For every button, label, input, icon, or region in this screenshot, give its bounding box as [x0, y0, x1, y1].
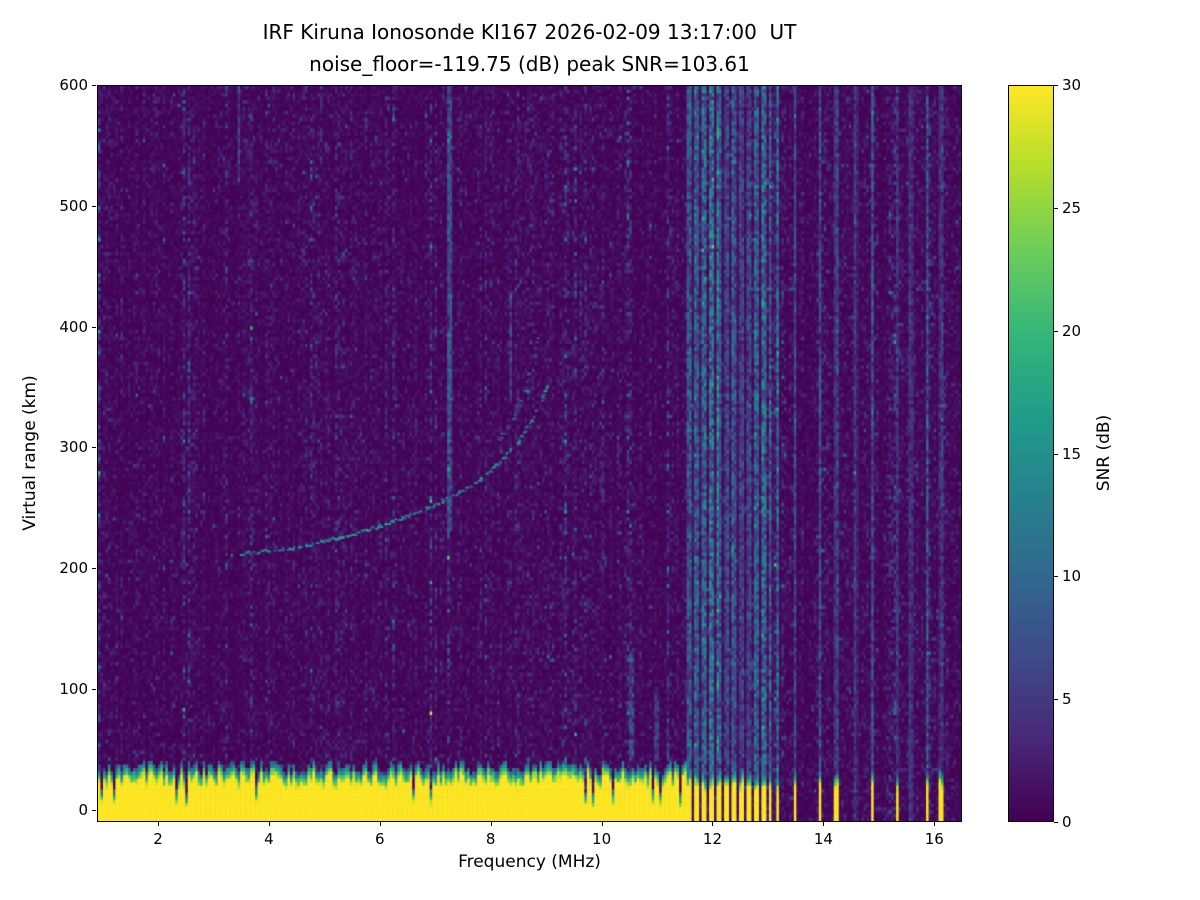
- colorbar-tick-mark: [1054, 576, 1058, 578]
- y-axis-label: Virtual range (km): [20, 375, 40, 531]
- y-tick-mark: [92, 205, 96, 207]
- x-tick-label: 12: [702, 830, 723, 848]
- y-tick-mark: [92, 689, 96, 691]
- colorbar-tick-mark: [1054, 453, 1058, 455]
- colorbar-tick-mark: [1054, 330, 1058, 332]
- y-tick-label: 200: [59, 559, 88, 578]
- colorbar-tick-mark: [1054, 699, 1058, 701]
- chart-title: IRF Kiruna Ionosonde KI167 2026-02-09 13…: [262, 20, 797, 44]
- x-tick-mark: [490, 822, 492, 826]
- y-tick-label: 600: [59, 76, 88, 94]
- x-tick-mark: [712, 822, 714, 826]
- ionogram-heatmap-canvas: [98, 86, 961, 821]
- colorbar-tick-label: 0: [1062, 813, 1072, 831]
- x-axis-label: Frequency (MHz): [458, 852, 601, 872]
- plot-area: [97, 85, 962, 822]
- x-tick-label: 4: [264, 830, 274, 848]
- x-tick-mark: [379, 822, 381, 826]
- colorbar-tick-mark: [1054, 207, 1058, 209]
- y-tick-mark: [92, 326, 96, 328]
- colorbar-tick-label: 10: [1062, 567, 1082, 586]
- y-tick-label: 300: [59, 438, 88, 457]
- colorbar-canvas: [1009, 86, 1053, 821]
- y-tick-label: 500: [59, 196, 88, 215]
- x-tick-label: 8: [485, 830, 496, 848]
- x-tick-label: 2: [153, 830, 163, 848]
- y-tick-mark: [92, 809, 96, 811]
- x-tick-label: 14: [813, 830, 833, 848]
- x-tick-label: 6: [375, 830, 385, 848]
- colorbar: [1008, 85, 1054, 822]
- x-tick-mark: [157, 822, 159, 826]
- colorbar-tick-label: 30: [1062, 76, 1082, 94]
- colorbar-label: SNR (dB): [1094, 414, 1114, 492]
- x-tick-label: 10: [592, 830, 612, 848]
- y-tick-mark: [92, 447, 96, 449]
- colorbar-tick-label: 20: [1062, 321, 1082, 340]
- colorbar-tick-label: 15: [1062, 444, 1082, 463]
- y-tick-mark: [92, 85, 96, 86]
- y-tick-mark: [92, 568, 96, 570]
- y-tick-label: 400: [59, 317, 88, 336]
- colorbar-tick-label: 25: [1062, 198, 1082, 217]
- x-tick-label: 16: [924, 830, 944, 848]
- y-tick-label: 100: [59, 680, 88, 699]
- colorbar-tick-mark: [1054, 822, 1058, 823]
- y-tick-label: 0: [78, 800, 88, 819]
- x-tick-mark: [601, 822, 603, 826]
- chart-subtitle: noise_floor=-119.75 (dB) peak SNR=103.61: [309, 52, 750, 76]
- colorbar-tick-label: 5: [1062, 690, 1072, 709]
- colorbar-tick-mark: [1054, 85, 1058, 86]
- x-tick-mark: [268, 822, 270, 826]
- x-tick-mark: [934, 822, 936, 826]
- x-tick-mark: [823, 822, 825, 826]
